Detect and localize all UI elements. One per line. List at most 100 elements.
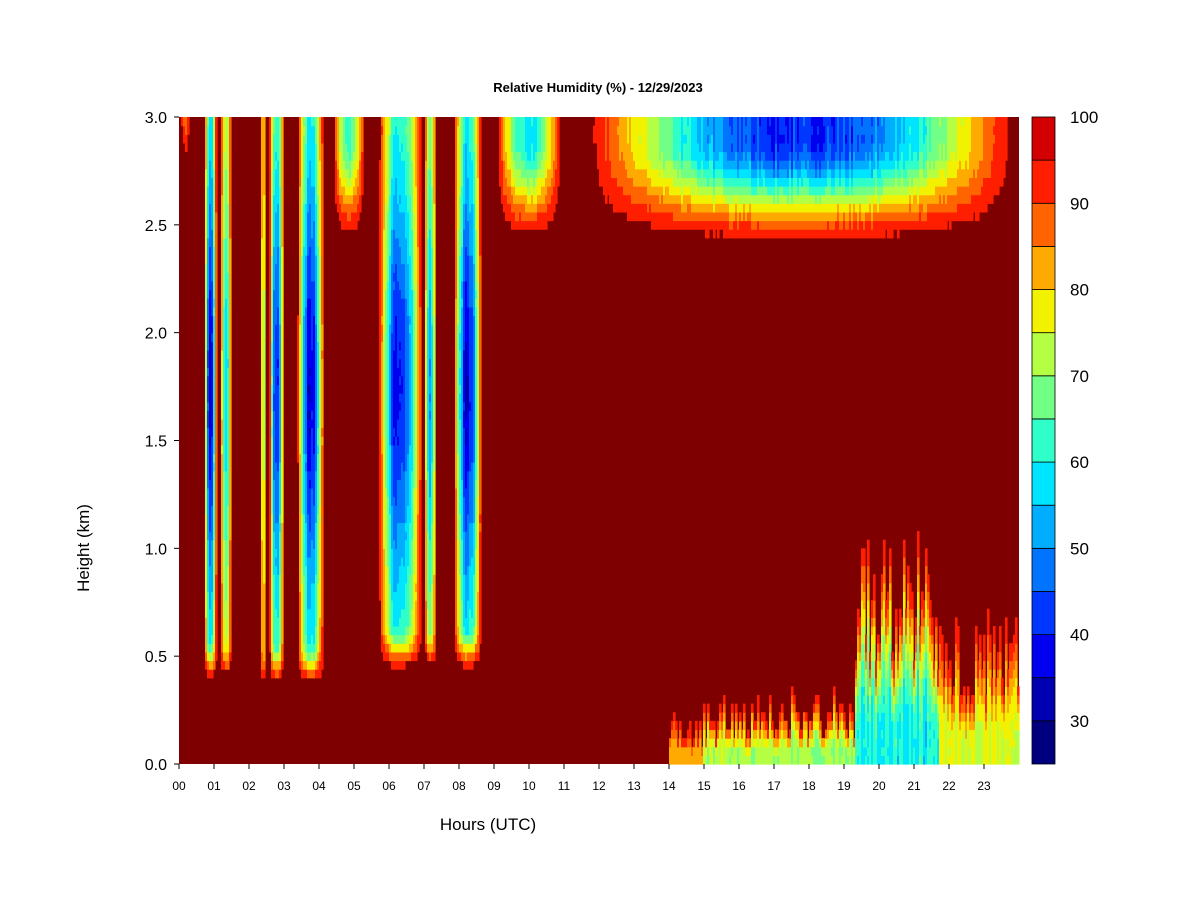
heatmap-cell bbox=[433, 306, 436, 317]
heatmap-cell bbox=[361, 151, 364, 161]
heatmap-cell bbox=[409, 160, 412, 170]
heatmap-cell bbox=[479, 246, 482, 256]
heatmap-cell bbox=[341, 117, 344, 127]
heatmap-cell bbox=[383, 211, 386, 222]
heatmap-cell bbox=[529, 186, 532, 196]
heatmap-cell bbox=[397, 513, 400, 524]
heatmap-cell bbox=[543, 117, 546, 127]
heatmap-cell bbox=[223, 410, 226, 420]
heatmap-cell bbox=[413, 255, 416, 265]
heatmap-cell bbox=[317, 660, 320, 670]
heatmap-cell bbox=[263, 177, 266, 187]
heatmap-cell bbox=[275, 315, 278, 325]
heatmap-cell bbox=[431, 237, 434, 247]
heatmap-cell bbox=[275, 462, 278, 472]
heatmap-cell bbox=[261, 539, 264, 549]
heatmap-cell bbox=[261, 160, 264, 170]
heatmap-cell bbox=[523, 151, 526, 161]
heatmap-cell bbox=[425, 211, 428, 222]
heatmap-cell bbox=[315, 246, 318, 256]
heatmap-cell bbox=[301, 522, 304, 532]
heatmap-cell bbox=[433, 556, 436, 567]
heatmap-cell bbox=[213, 582, 216, 593]
heatmap-cell bbox=[461, 574, 464, 584]
heatmap-cell bbox=[399, 660, 402, 670]
heatmap-cell bbox=[275, 401, 278, 411]
heatmap-cell bbox=[389, 574, 392, 584]
heatmap-cell bbox=[387, 634, 390, 644]
heatmap-cell bbox=[395, 186, 398, 196]
heatmap-cell bbox=[413, 470, 416, 480]
heatmap-cell bbox=[405, 358, 408, 368]
heatmap-cell bbox=[473, 203, 476, 213]
heatmap-cell bbox=[517, 134, 520, 144]
heatmap-cell bbox=[537, 203, 540, 213]
heatmap-cell bbox=[315, 669, 318, 679]
heatmap-cell bbox=[277, 565, 280, 575]
heatmap-cell bbox=[395, 427, 398, 437]
heatmap-cell bbox=[475, 324, 478, 334]
heatmap-cell bbox=[391, 453, 394, 463]
heatmap-cell bbox=[413, 220, 416, 230]
heatmap-cell bbox=[517, 211, 520, 222]
heatmap-cell bbox=[213, 315, 216, 325]
heatmap-cell bbox=[227, 168, 230, 178]
heatmap-cell bbox=[315, 531, 318, 541]
heatmap-cell bbox=[413, 462, 416, 472]
heatmap-cell bbox=[209, 479, 212, 489]
heatmap-cell bbox=[223, 436, 226, 446]
heatmap-cell bbox=[433, 384, 436, 394]
heatmap-cell bbox=[207, 556, 210, 567]
heatmap-cell bbox=[465, 289, 468, 299]
heatmap-cell bbox=[223, 315, 226, 325]
heatmap-cell bbox=[413, 436, 416, 446]
heatmap-cell bbox=[465, 548, 468, 558]
heatmap-cell bbox=[457, 436, 460, 446]
heatmap-cell bbox=[313, 367, 316, 377]
heatmap-cell bbox=[471, 246, 474, 256]
heatmap-cell bbox=[383, 151, 386, 161]
heatmap-cell bbox=[321, 487, 324, 498]
heatmap-cell bbox=[227, 600, 230, 610]
heatmap-cell bbox=[475, 125, 478, 135]
heatmap-cell bbox=[263, 600, 266, 610]
heatmap-cell bbox=[473, 608, 476, 618]
heatmap-cell bbox=[347, 151, 350, 161]
heatmap-cell bbox=[271, 298, 274, 308]
heatmap-cell bbox=[399, 134, 402, 144]
heatmap-cell bbox=[307, 289, 310, 299]
heatmap-cell bbox=[315, 315, 318, 325]
heatmap-cell bbox=[343, 194, 346, 204]
heatmap-cell bbox=[221, 315, 224, 325]
heatmap-cell bbox=[463, 246, 466, 256]
heatmap-cell bbox=[399, 436, 402, 446]
heatmap-cell bbox=[261, 324, 264, 334]
heatmap-cell bbox=[227, 444, 230, 455]
heatmap-cell bbox=[349, 125, 352, 135]
heatmap-cell bbox=[315, 651, 318, 662]
heatmap-cell bbox=[413, 298, 416, 308]
heatmap-cell bbox=[273, 142, 276, 153]
heatmap-cell bbox=[263, 332, 266, 342]
heatmap-cell bbox=[211, 565, 214, 575]
heatmap-cell bbox=[311, 349, 314, 360]
heatmap-cell bbox=[215, 479, 218, 489]
heatmap-cell bbox=[401, 255, 404, 265]
heatmap-cell bbox=[403, 393, 406, 403]
heatmap-cell bbox=[465, 600, 468, 610]
heatmap-cell bbox=[301, 660, 304, 670]
heatmap-cell bbox=[207, 160, 210, 170]
heatmap-cell bbox=[405, 280, 408, 291]
heatmap-cell bbox=[455, 160, 458, 170]
heatmap-cell bbox=[403, 513, 406, 524]
heatmap-cell bbox=[319, 151, 322, 161]
heatmap-cell bbox=[407, 263, 410, 273]
heatmap-cell bbox=[311, 462, 314, 472]
heatmap-cell bbox=[537, 168, 540, 178]
heatmap-cell bbox=[427, 556, 430, 567]
heatmap-cell bbox=[413, 168, 416, 178]
heatmap-cell bbox=[413, 142, 416, 153]
heatmap-cell bbox=[479, 375, 482, 386]
heatmap-cell bbox=[299, 418, 302, 429]
heatmap-cell bbox=[503, 125, 506, 135]
